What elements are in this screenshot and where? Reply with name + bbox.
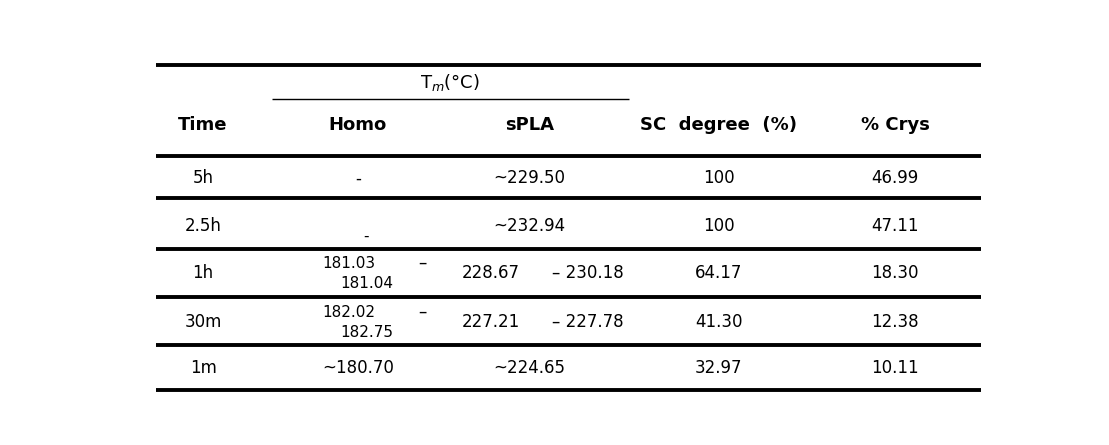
Text: -: - bbox=[355, 170, 360, 187]
Text: -: - bbox=[364, 229, 369, 244]
Text: 181.04: 181.04 bbox=[339, 276, 393, 291]
Text: 32.97: 32.97 bbox=[695, 359, 743, 377]
Text: 228.67: 228.67 bbox=[462, 264, 520, 283]
Text: T$_m$(°C): T$_m$(°C) bbox=[420, 72, 480, 93]
Text: ~229.50: ~229.50 bbox=[494, 170, 566, 187]
Text: ~232.94: ~232.94 bbox=[494, 218, 566, 235]
Text: % Crys: % Crys bbox=[861, 116, 929, 134]
Text: 1h: 1h bbox=[193, 264, 214, 283]
Text: 10.11: 10.11 bbox=[872, 359, 918, 377]
Text: 64.17: 64.17 bbox=[695, 264, 742, 283]
Text: 12.38: 12.38 bbox=[872, 313, 918, 332]
Text: 46.99: 46.99 bbox=[872, 170, 918, 187]
Text: ~180.70: ~180.70 bbox=[322, 359, 394, 377]
Text: 227.21: 227.21 bbox=[461, 313, 520, 332]
Text: 182.02: 182.02 bbox=[323, 304, 376, 320]
Text: Homo: Homo bbox=[328, 116, 387, 134]
Text: 2.5h: 2.5h bbox=[184, 218, 222, 235]
Text: 100: 100 bbox=[703, 170, 734, 187]
Text: 1m: 1m bbox=[190, 359, 216, 377]
Text: – 227.78: – 227.78 bbox=[552, 313, 624, 332]
Text: Time: Time bbox=[179, 116, 227, 134]
Text: 47.11: 47.11 bbox=[872, 218, 918, 235]
Text: 181.03: 181.03 bbox=[323, 255, 376, 271]
Text: –: – bbox=[418, 254, 427, 272]
Text: 100: 100 bbox=[703, 218, 734, 235]
Text: – 230.18: – 230.18 bbox=[552, 264, 624, 283]
Text: 18.30: 18.30 bbox=[872, 264, 918, 283]
Text: ~224.65: ~224.65 bbox=[494, 359, 566, 377]
Text: 41.30: 41.30 bbox=[695, 313, 743, 332]
Text: 182.75: 182.75 bbox=[339, 325, 393, 340]
Text: 5h: 5h bbox=[193, 170, 214, 187]
Text: –: – bbox=[418, 303, 427, 321]
Text: sPLA: sPLA bbox=[506, 116, 554, 134]
Text: SC  degree  (%): SC degree (%) bbox=[640, 116, 797, 134]
Text: 30m: 30m bbox=[184, 313, 222, 332]
